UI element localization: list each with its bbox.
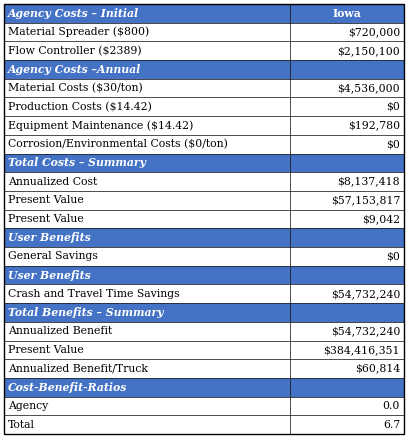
Text: Crash and Travel Time Savings: Crash and Travel Time Savings (8, 289, 180, 299)
Text: Present Value: Present Value (8, 214, 84, 224)
Text: Total Costs – Summary: Total Costs – Summary (8, 157, 146, 169)
Text: $9,042: $9,042 (362, 214, 400, 224)
Text: Annualized Benefit/Truck: Annualized Benefit/Truck (8, 364, 148, 374)
Text: $8,137,418: $8,137,418 (337, 177, 400, 187)
Bar (290, 79, 404, 98)
Text: $384,416,351: $384,416,351 (324, 345, 400, 355)
Text: General Savings: General Savings (8, 251, 98, 261)
Bar (4, 210, 290, 228)
Bar (290, 210, 404, 228)
Bar (290, 303, 404, 322)
Text: Iowa: Iowa (333, 8, 361, 19)
Text: Flow Controller ($2389): Flow Controller ($2389) (8, 46, 142, 56)
Text: Agency Costs – Initial: Agency Costs – Initial (8, 8, 139, 19)
Text: User Benefits: User Benefits (8, 232, 91, 243)
Bar (290, 191, 404, 210)
Text: $0: $0 (386, 139, 400, 149)
Text: Annualized Cost: Annualized Cost (8, 177, 97, 187)
Text: $4,536,000: $4,536,000 (337, 83, 400, 93)
Bar (290, 154, 404, 172)
Bar (4, 135, 290, 154)
Bar (4, 266, 290, 284)
Bar (4, 98, 290, 116)
Bar (4, 340, 290, 359)
Text: $0: $0 (386, 102, 400, 112)
Bar (290, 266, 404, 284)
Bar (290, 415, 404, 434)
Bar (4, 4, 290, 23)
Text: $0: $0 (386, 251, 400, 261)
Bar (4, 79, 290, 98)
Bar (4, 303, 290, 322)
Text: Total: Total (8, 420, 35, 430)
Text: Material Spreader ($800): Material Spreader ($800) (8, 27, 149, 37)
Bar (290, 396, 404, 415)
Text: $60,814: $60,814 (355, 364, 400, 374)
Bar (4, 322, 290, 340)
Bar (4, 396, 290, 415)
Bar (290, 4, 404, 23)
Text: Total Benefits – Summary: Total Benefits – Summary (8, 307, 164, 318)
Text: Material Costs ($30/ton): Material Costs ($30/ton) (8, 83, 143, 93)
Text: $192,780: $192,780 (348, 120, 400, 131)
Bar (290, 378, 404, 396)
Bar (290, 135, 404, 154)
Text: Present Value: Present Value (8, 195, 84, 205)
Text: $54,732,240: $54,732,240 (330, 289, 400, 299)
Bar (290, 228, 404, 247)
Bar (290, 23, 404, 42)
Bar (4, 284, 290, 303)
Bar (4, 42, 290, 60)
Bar (4, 154, 290, 172)
Bar (4, 378, 290, 396)
Text: $720,000: $720,000 (348, 27, 400, 37)
Bar (290, 247, 404, 266)
Bar (4, 172, 290, 191)
Text: Agency: Agency (8, 401, 48, 411)
Bar (290, 340, 404, 359)
Text: Corrosion/Environmental Costs ($0/ton): Corrosion/Environmental Costs ($0/ton) (8, 139, 228, 149)
Bar (290, 322, 404, 340)
Bar (4, 60, 290, 79)
Text: Cost-Benefit-Ratios: Cost-Benefit-Ratios (8, 382, 127, 393)
Text: 6.7: 6.7 (383, 420, 400, 430)
Bar (4, 23, 290, 42)
Text: User Benefits: User Benefits (8, 269, 91, 281)
Bar (4, 191, 290, 210)
Text: Annualized Benefit: Annualized Benefit (8, 326, 112, 336)
Bar (290, 172, 404, 191)
Text: 0.0: 0.0 (383, 401, 400, 411)
Text: Equipment Maintenance ($14.42): Equipment Maintenance ($14.42) (8, 120, 193, 131)
Bar (290, 60, 404, 79)
Text: Present Value: Present Value (8, 345, 84, 355)
Text: Agency Costs –Annual: Agency Costs –Annual (8, 64, 141, 75)
Bar (4, 359, 290, 378)
Text: $57,153,817: $57,153,817 (330, 195, 400, 205)
Bar (4, 116, 290, 135)
Bar (290, 98, 404, 116)
Text: $54,732,240: $54,732,240 (330, 326, 400, 336)
Text: Production Costs ($14.42): Production Costs ($14.42) (8, 102, 152, 112)
Bar (290, 42, 404, 60)
Bar (4, 228, 290, 247)
Text: $2,150,100: $2,150,100 (337, 46, 400, 56)
Bar (4, 415, 290, 434)
Bar (290, 284, 404, 303)
Bar (4, 247, 290, 266)
Bar (290, 116, 404, 135)
Bar (290, 359, 404, 378)
